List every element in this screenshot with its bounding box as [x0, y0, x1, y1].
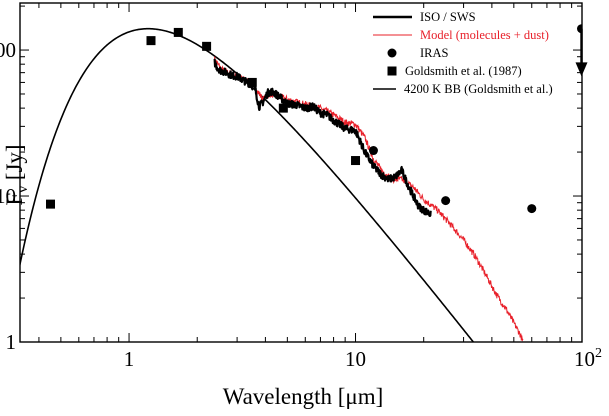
legend-entry-iras: IRAS — [387, 46, 449, 60]
x-tick-labels: 1 10 102 — [124, 346, 602, 371]
x-tick-label: 1 — [124, 347, 135, 371]
x-axis-label: Wavelength [μm] — [223, 384, 384, 409]
x-tick-label-exponent: 2 — [595, 346, 602, 361]
goldsmith-points — [46, 27, 361, 209]
iras-point — [368, 146, 378, 156]
legend: ISO / SWS Model (molecules + dust) IRAS … — [373, 10, 553, 96]
goldsmith-point — [146, 36, 156, 46]
y-axis-label-unit: [Jy] — [2, 144, 27, 186]
legend-swatch-goldsmith — [387, 66, 397, 76]
legend-entry-model: Model (molecules + dust) — [373, 28, 549, 42]
legend-label-goldsmith: Goldsmith et al. (1987) — [405, 64, 522, 78]
goldsmith-point — [351, 156, 361, 166]
iras-point — [441, 196, 451, 206]
legend-entry-iso: ISO / SWS — [373, 10, 476, 24]
y-axis-label-main: F — [2, 193, 27, 206]
goldsmith-point — [173, 27, 183, 37]
y-axis-label: Fν [Jy] — [2, 144, 31, 205]
legend-label-model: Model (molecules + dust) — [420, 28, 549, 42]
iras-point — [527, 204, 537, 214]
goldsmith-point — [247, 77, 257, 87]
legend-entry-goldsmith: Goldsmith et al. (1987) — [387, 64, 522, 78]
legend-swatch-iras — [387, 48, 397, 58]
y-tick-labels: 1 10 100 — [0, 38, 16, 354]
y-axis-label-sub: ν — [15, 186, 31, 193]
goldsmith-point — [278, 103, 288, 113]
goldsmith-point — [202, 41, 212, 51]
y-tick-label: 1 — [6, 330, 17, 354]
legend-entry-blackbody: 4200 K BB (Goldsmith et al.) — [373, 82, 553, 96]
legend-label-iras: IRAS — [420, 46, 449, 60]
iras-points — [368, 24, 582, 214]
iso-sws-spectrum-line — [213, 58, 432, 218]
legend-label-blackbody: 4200 K BB (Goldsmith et al.) — [404, 82, 553, 96]
model-spectrum-line — [213, 56, 524, 342]
legend-label-iso: ISO / SWS — [420, 10, 476, 24]
y-tick-label: 10 — [0, 184, 16, 208]
axis-ticks — [20, 3, 583, 343]
goldsmith-point — [46, 199, 56, 209]
x-tick-label: 10 — [345, 347, 366, 371]
x-tick-label: 102 — [574, 346, 602, 371]
plot-area — [20, 24, 582, 342]
plot-frame — [19, 2, 583, 343]
y-tick-label: 100 — [0, 38, 16, 62]
